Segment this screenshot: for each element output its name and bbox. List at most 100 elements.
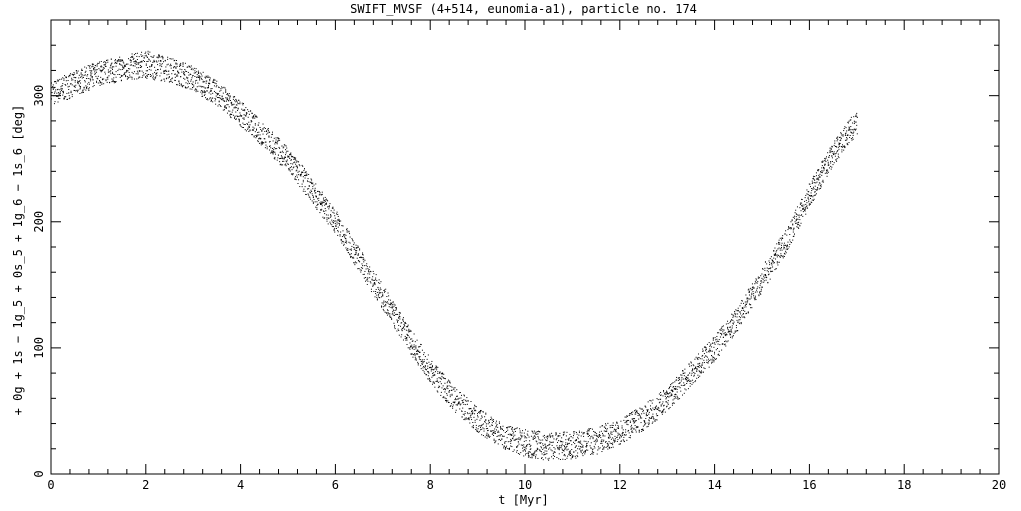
data-point — [785, 230, 787, 232]
data-point — [784, 233, 786, 235]
data-point — [78, 81, 80, 83]
data-point — [448, 402, 450, 404]
data-point — [830, 149, 832, 151]
data-point — [242, 122, 244, 124]
data-point — [757, 276, 759, 278]
data-point — [364, 259, 366, 261]
data-point — [315, 192, 317, 194]
data-point — [53, 81, 55, 83]
data-point — [738, 323, 740, 325]
data-point — [535, 449, 537, 451]
data-point — [302, 181, 304, 183]
data-point — [671, 402, 673, 404]
data-point — [482, 411, 484, 413]
data-point — [311, 200, 313, 202]
data-point — [767, 274, 769, 276]
data-point — [245, 112, 247, 114]
data-point — [85, 87, 87, 89]
data-point — [834, 140, 836, 142]
data-point — [479, 429, 481, 431]
data-point — [782, 255, 784, 257]
data-point — [537, 433, 539, 435]
data-point — [204, 93, 206, 95]
data-point — [518, 438, 520, 440]
data-point — [452, 404, 454, 406]
data-point — [746, 312, 747, 314]
data-point — [302, 165, 304, 167]
data-point — [606, 442, 608, 444]
data-point — [418, 358, 420, 360]
data-point — [244, 124, 246, 126]
data-point — [575, 431, 577, 433]
data-point — [670, 390, 672, 392]
data-point — [447, 388, 449, 390]
data-point — [481, 415, 483, 417]
data-point — [136, 70, 138, 72]
data-point — [243, 114, 245, 116]
data-point — [226, 97, 228, 99]
data-point — [738, 316, 740, 318]
data-point — [366, 283, 368, 285]
data-point — [522, 430, 524, 432]
data-point — [174, 73, 176, 75]
data-point — [394, 312, 396, 314]
data-point — [288, 169, 290, 171]
data-point — [543, 447, 545, 449]
data-point — [237, 107, 239, 109]
data-point — [110, 65, 112, 67]
data-point — [301, 173, 303, 175]
data-point — [671, 383, 673, 385]
data-point — [564, 431, 566, 433]
data-point — [97, 78, 99, 80]
data-point — [125, 65, 127, 67]
data-point — [776, 243, 778, 245]
data-point — [383, 290, 385, 292]
data-point — [191, 67, 193, 69]
data-point — [517, 438, 519, 440]
data-point — [476, 430, 478, 432]
data-point — [708, 358, 710, 360]
data-point — [236, 115, 238, 117]
data-point — [632, 411, 634, 413]
data-point — [701, 363, 703, 365]
data-point — [348, 241, 350, 243]
x-tick-label: 16 — [802, 478, 816, 492]
data-point — [769, 262, 771, 264]
data-point — [84, 80, 86, 82]
data-point — [718, 340, 720, 342]
data-point — [672, 399, 674, 401]
data-point — [228, 95, 230, 97]
data-point — [307, 178, 309, 180]
data-point — [383, 305, 385, 307]
data-point — [807, 196, 809, 198]
data-point — [348, 230, 350, 232]
data-point — [583, 451, 585, 453]
data-point — [555, 433, 557, 435]
data-point — [747, 289, 749, 291]
data-point — [81, 92, 83, 94]
data-point — [658, 409, 660, 411]
data-point — [731, 327, 733, 329]
data-point — [280, 164, 282, 166]
data-point — [429, 379, 431, 381]
data-point — [510, 442, 512, 444]
data-point — [668, 386, 670, 388]
data-point — [282, 160, 284, 162]
data-point — [295, 157, 297, 159]
data-point — [855, 114, 857, 116]
data-point — [812, 199, 814, 201]
data-point — [248, 110, 250, 112]
data-point — [727, 329, 729, 331]
data-point — [532, 432, 534, 434]
data-point — [517, 441, 519, 443]
data-point — [780, 255, 782, 257]
data-point — [540, 442, 542, 444]
data-point — [480, 410, 482, 412]
data-point — [440, 378, 442, 380]
data-point — [608, 434, 610, 436]
data-point — [782, 238, 784, 240]
data-point — [80, 73, 82, 75]
data-point — [521, 436, 523, 438]
data-point — [335, 227, 337, 229]
data-point — [186, 76, 188, 78]
